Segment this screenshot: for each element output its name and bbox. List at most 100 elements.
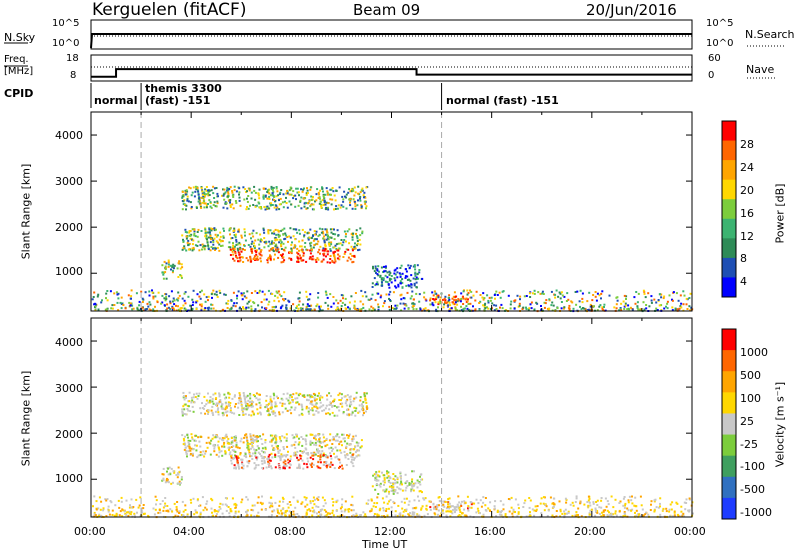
velocity-cell [551, 514, 554, 517]
power-cell [683, 294, 686, 297]
power-cell [233, 246, 236, 249]
power-cell [435, 308, 438, 311]
power-cell [327, 208, 330, 211]
power-cell [254, 205, 257, 208]
power-cell [399, 280, 402, 283]
velocity-cell [133, 512, 136, 515]
power-cell [454, 300, 457, 303]
power-cell [237, 290, 240, 293]
velocity-cell [411, 470, 414, 473]
velocity-cell [383, 481, 386, 484]
power-cell [279, 191, 282, 194]
power-cell [330, 203, 333, 206]
velocity-cell [425, 504, 428, 507]
velocity-cell [390, 487, 393, 490]
power-cell [655, 301, 658, 304]
power-cell [330, 188, 333, 191]
velocity-cell [185, 452, 188, 455]
velocity-cell [200, 412, 203, 415]
power-cell [214, 247, 217, 250]
velocity-cell [359, 514, 362, 516]
power-cell [292, 303, 295, 306]
power-cell [193, 232, 196, 235]
velocity-cell [449, 515, 452, 518]
velocity-cell [273, 448, 276, 451]
velocity-cell [218, 400, 221, 403]
power-cell [327, 307, 330, 310]
velocity-cell [397, 504, 400, 507]
velocity-cell [292, 510, 295, 513]
power-cell [335, 243, 338, 246]
power-cell [348, 188, 350, 191]
velocity-cell [233, 395, 236, 398]
velocity-cell [387, 475, 390, 478]
velocity-cell [322, 441, 325, 444]
velocity-cell [448, 507, 451, 510]
velocity-cell [665, 507, 668, 510]
power-cell [296, 251, 299, 254]
velocity-cell [339, 507, 342, 510]
power-cell [249, 258, 252, 261]
velocity-cell [130, 511, 133, 514]
power-cell [412, 298, 415, 301]
velocity-cell [154, 508, 157, 511]
power-cell [305, 207, 308, 210]
power-cell [149, 303, 152, 306]
velocity-cell [331, 411, 334, 414]
nave-tick-high: 60 [708, 53, 721, 64]
velocity-cell [504, 514, 507, 517]
velocity-cell [355, 396, 358, 399]
velocity-cell [261, 443, 264, 445]
power-cell [463, 307, 466, 310]
velocity-cell [350, 448, 353, 451]
velocity-cell [186, 455, 188, 458]
power-cell [529, 303, 532, 306]
power-cell [247, 300, 250, 303]
power-cell [593, 305, 595, 308]
velocity-cell [245, 456, 248, 459]
power-cell [160, 302, 163, 305]
velocity-cell [241, 458, 244, 461]
power-cell [246, 290, 249, 293]
velocity-cell [269, 440, 271, 443]
power-cell [347, 306, 349, 309]
power-cell [228, 241, 231, 244]
velocity-cell [319, 398, 321, 401]
velocity-cell [196, 456, 199, 459]
power-cell [191, 238, 194, 241]
velocity-cell [343, 437, 346, 440]
velocity-cell [162, 467, 165, 470]
velocity-cell [183, 443, 186, 446]
velocity-cell [177, 515, 180, 518]
velocity-cell [250, 455, 253, 458]
power-cell [645, 307, 648, 310]
power-cell [171, 305, 174, 308]
power-cell [370, 305, 373, 308]
power-cell [334, 250, 337, 253]
velocity-cell [261, 447, 264, 450]
power-cell [136, 307, 139, 310]
power-cell [361, 232, 364, 235]
velocity-cell [237, 510, 240, 513]
power-cell [325, 238, 328, 241]
power-cell [360, 289, 363, 292]
velocity-cell [244, 398, 246, 401]
power-cell [253, 242, 255, 245]
power-cell [324, 228, 327, 231]
velocity-cell [197, 454, 200, 457]
power-cell [135, 292, 138, 295]
velocity-cell [317, 455, 320, 457]
power-cell [297, 252, 300, 255]
nsky-tick-low: 10^0 [52, 38, 80, 49]
velocity-cell [204, 412, 207, 415]
power-cell [456, 303, 459, 306]
velocity-cell [669, 503, 672, 506]
power-cell [193, 195, 196, 198]
power-cell [302, 259, 305, 262]
power-cell [251, 232, 254, 235]
power-cell [322, 190, 324, 193]
velocity-cell [262, 456, 265, 459]
power-cell [412, 277, 415, 280]
power-cell [257, 194, 260, 197]
velocity-cell [309, 509, 312, 512]
